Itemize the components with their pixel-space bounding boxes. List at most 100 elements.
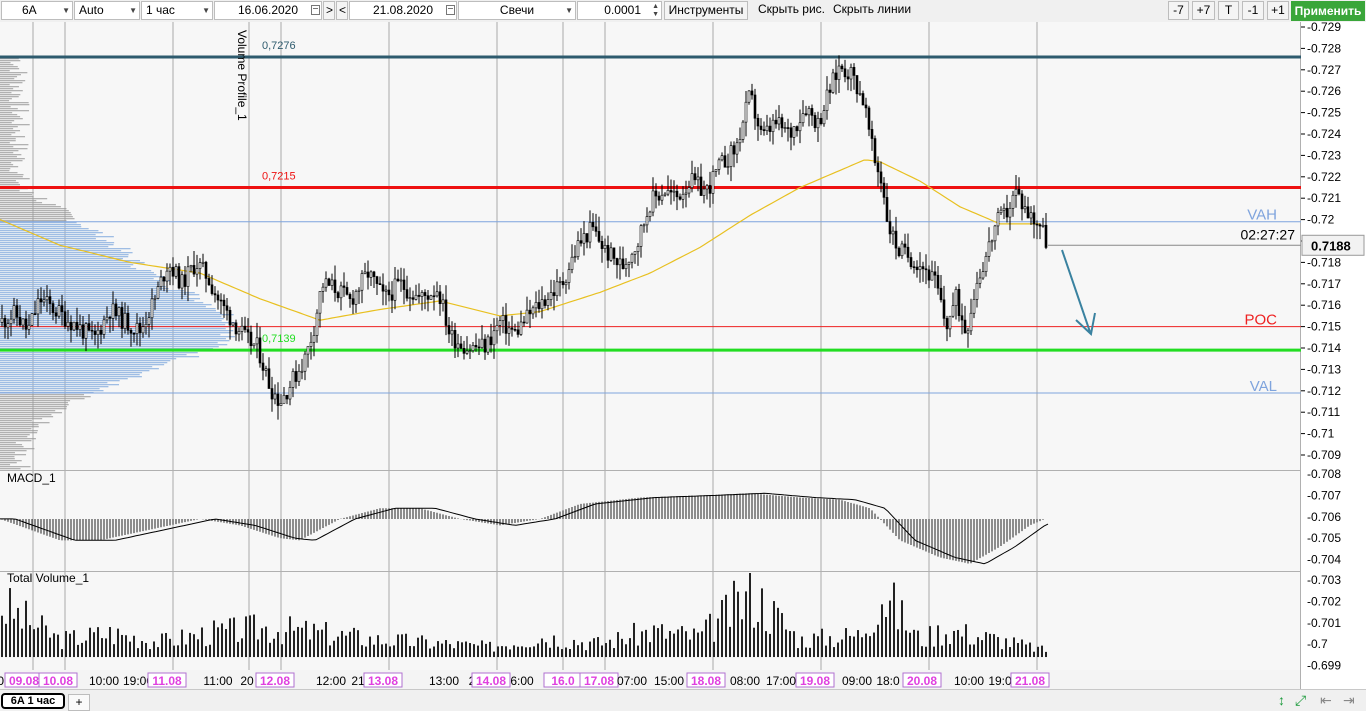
candle-body: [12, 305, 16, 320]
plus1-button[interactable]: +1: [1267, 1, 1289, 20]
candle-body: [333, 279, 337, 293]
volume-bar: [813, 633, 815, 658]
candle-body: [945, 318, 949, 330]
volume-bar: [725, 594, 727, 658]
candle-body: [318, 291, 322, 314]
price-tick-label: -0.723: [1307, 148, 1341, 162]
volume-bar: [765, 631, 767, 658]
volume-profile-bar: [0, 462, 17, 464]
nav-prev-button[interactable]: <: [336, 1, 348, 20]
volume-bar: [781, 613, 783, 658]
macd-tick-label: -0.707: [1307, 488, 1341, 502]
volume-profile-bar: [0, 240, 107, 242]
volume-bar: [993, 634, 995, 658]
scroll-start-icon[interactable]: ⇤: [1320, 692, 1332, 708]
scale-select[interactable]: Auto ▼: [74, 1, 140, 20]
candle-body: [594, 226, 598, 232]
candle-body: [903, 243, 907, 248]
volume-profile-bar: [0, 386, 109, 388]
volume-profile-bar: [0, 440, 32, 442]
minus1-button[interactable]: -1: [1242, 1, 1264, 20]
candle-body: [615, 258, 619, 266]
tab-6a-1h[interactable]: 6A 1 час: [1, 693, 65, 709]
chart-type-select[interactable]: Свечи ▼: [458, 1, 576, 20]
volume-profile-bar: [0, 434, 30, 436]
volume-profile-bar: [0, 160, 23, 162]
volume-profile-bar: [0, 152, 14, 154]
apply-button[interactable]: Применить: [1291, 1, 1365, 21]
minus7-button[interactable]: -7: [1168, 1, 1189, 20]
volume-bar: [213, 620, 215, 658]
nav-next-button[interactable]: >: [323, 1, 335, 20]
volume-profile-bar: [0, 276, 165, 278]
candle-body: [495, 325, 499, 332]
volume-bar: [313, 623, 315, 658]
expand-icon[interactable]: ⤢: [1295, 692, 1307, 708]
volume-profile-bar: [0, 358, 177, 360]
volume-bar: [745, 591, 747, 658]
candle-body: [567, 269, 571, 283]
date-to-input[interactable]: 21.08.2020: [349, 1, 457, 20]
candle-body: [69, 321, 73, 331]
volume-bar: [833, 647, 835, 658]
volume-bar: [1, 615, 3, 658]
candle-body: [882, 182, 886, 198]
candle-body: [774, 119, 778, 125]
volume-profile-bar: [0, 190, 20, 192]
candle-body: [510, 327, 514, 330]
volume-bar: [233, 617, 235, 658]
candle-body: [192, 265, 196, 275]
volume-bar: [261, 628, 263, 658]
volume-bar: [93, 632, 95, 658]
volume-profile-bar: [0, 408, 67, 410]
candle-body: [183, 274, 187, 287]
instruments-button[interactable]: Инструменты: [664, 1, 748, 20]
step-input[interactable]: 0.0001 ▲ ▼: [577, 1, 662, 20]
volume-profile-bar: [0, 332, 231, 334]
volume-profile-bar: [0, 422, 50, 424]
price-chart[interactable]: 0,7276 0,7215 0,7139 VAH POC VAL 02:27:27 MACD…: [0, 22, 1366, 689]
hide-drawings-button[interactable]: Скрыть рис.: [758, 2, 826, 16]
volume-bar: [729, 626, 731, 658]
time-label: 19:00: [123, 674, 153, 688]
candle-body: [135, 323, 139, 334]
volume-profile-bar: [0, 268, 137, 270]
candle-body: [951, 305, 955, 317]
volume-bar: [721, 600, 723, 658]
volume-profile-bar: [0, 394, 85, 396]
plus7-button[interactable]: +7: [1192, 1, 1215, 20]
date-from-input[interactable]: 16.06.2020: [214, 1, 322, 20]
volume-bar: [961, 636, 963, 658]
volume-bar: [877, 624, 879, 658]
t-button[interactable]: T: [1218, 1, 1239, 20]
hide-lines-button[interactable]: Скрыть линии: [833, 2, 912, 16]
volume-bar: [457, 641, 459, 658]
candle-body: [825, 89, 829, 111]
macd-signal-line: [0, 492, 1049, 565]
candle-body: [846, 76, 850, 80]
volume-bar: [61, 649, 63, 658]
symbol-select[interactable]: 6A ▼: [1, 1, 73, 20]
volume-profile-bar: [0, 248, 131, 250]
candle-body: [639, 225, 643, 247]
volume-bar: [525, 647, 527, 658]
add-tab-button[interactable]: +: [68, 694, 90, 711]
candle-body: [66, 321, 70, 327]
volume-profile-bar: [0, 418, 43, 420]
candle-body: [42, 299, 46, 303]
volume-tick-label: -0.7: [1307, 637, 1328, 651]
candle-body: [921, 266, 925, 270]
volume-bar: [681, 626, 683, 658]
vertical-fit-icon[interactable]: ↕: [1278, 692, 1285, 708]
candle-body: [852, 67, 856, 76]
date-label-box: [255, 672, 295, 688]
scroll-end-icon[interactable]: ⇥: [1343, 692, 1355, 708]
candle-body: [96, 329, 100, 335]
timeframe-select[interactable]: 1 час ▼: [141, 1, 213, 20]
candle-body: [741, 121, 745, 140]
candle-body: [786, 127, 790, 129]
candle-body: [558, 281, 562, 283]
candle-body: [747, 90, 751, 103]
candle-body: [24, 318, 28, 330]
calendar-icon: [446, 5, 455, 15]
